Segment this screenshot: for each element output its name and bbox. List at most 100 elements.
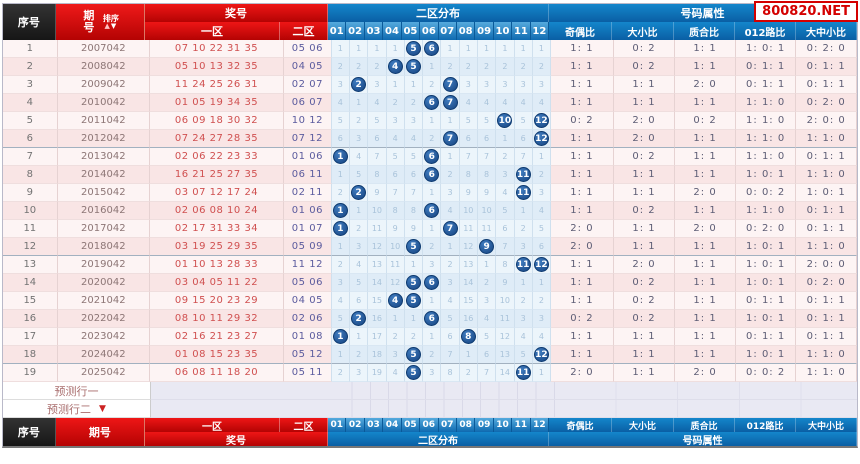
dist-cell: 4 (368, 94, 387, 112)
serial-cell: 2 (3, 58, 58, 76)
dist-cell: 1 (477, 256, 497, 274)
dist-cell: 11 (477, 220, 497, 238)
dist-cell: 10 (496, 292, 515, 310)
prediction-1-label[interactable]: 预测行一 (3, 382, 151, 400)
dist-cell: 2 (404, 94, 424, 112)
dist-cell: 1 (423, 220, 442, 238)
dist-cell: 6 (404, 166, 424, 184)
drawn-number-ball: 1 (332, 203, 348, 218)
drawn-number-ball: 5 (405, 239, 421, 254)
prediction-grid (334, 382, 555, 399)
dist-cell: 7 (496, 238, 515, 256)
drawn-number-ball: 5 (405, 293, 421, 308)
ratio-cell: 1: 1 (551, 166, 614, 184)
attr-col-header: 大小比 (612, 418, 674, 432)
ratio-cell: 0: 1: 1 (796, 58, 857, 76)
dist-cell: 4 (331, 292, 350, 310)
ratio-cell: 0: 1: 1 (796, 328, 857, 346)
dist-cell: 5 (404, 40, 424, 58)
ratio-cell: 0: 2 (675, 112, 736, 130)
dist-cell: 2 (477, 274, 497, 292)
dist-cell: 2 (423, 130, 442, 148)
sort-desc-icon: ▼ (110, 21, 118, 30)
dist-cell: 5 (404, 346, 424, 364)
drawn-number-ball: 11 (515, 365, 531, 380)
header-period: 期号 排序 ▲▼ (55, 4, 145, 40)
sort-label: 排序 (102, 13, 119, 23)
dist-cell: 1 (331, 220, 350, 238)
table-row: 3 2009042 11 24 25 26 31 02 07 3 2 3 1 1 2 7 3 3 3 3 3 1… (3, 76, 857, 94)
footer-dist-col-headers: 01 02 03 04 05 06 07 08 09 10 11 12 (328, 418, 550, 432)
prediction-2-label[interactable]: 预测行二 ▼ (3, 400, 151, 418)
dist-cell: 12 (532, 346, 552, 364)
drawn-number-ball: 10 (497, 113, 513, 128)
dist-col-header: 11 (512, 22, 531, 40)
dist-col-header: 03 (364, 22, 384, 40)
dist-cell: 3 (386, 346, 405, 364)
dist-col-headers: 01 02 03 04 05 06 07 08 09 10 11 12 (328, 22, 550, 40)
watermark-link[interactable]: 800820.NET (754, 1, 858, 22)
ratio-cell: 0: 0: 2 (735, 184, 797, 202)
dist-cell: 1 (532, 274, 552, 292)
dist-cell: 3 (423, 256, 442, 274)
dist-cell: 6 (459, 130, 478, 148)
serial-cell: 4 (3, 94, 58, 112)
ratio-cell: 1: 1 (675, 40, 736, 58)
dist-cell: 7 (441, 76, 460, 94)
dist-cell: 2 (459, 58, 478, 76)
zone1-numbers: 02 06 22 23 33 (149, 148, 285, 166)
dist-cell: 2 (459, 364, 478, 382)
ratio-cell: 1: 1 (551, 130, 614, 148)
dist-cell: 4 (404, 130, 424, 148)
dist-cell: 7 (404, 184, 424, 202)
dist-cell: 12 (532, 112, 552, 130)
dist-cell: 4 (386, 292, 405, 310)
drawn-number-ball: 6 (424, 149, 440, 164)
dist-cell: 3 (441, 274, 460, 292)
dist-cell: 3 (514, 238, 533, 256)
dist-cell: 6 (423, 94, 442, 112)
dropdown-arrow-icon[interactable]: ▼ (99, 403, 106, 414)
period-cell: 2019042 (57, 256, 150, 274)
dist-cell: 2 (514, 220, 533, 238)
data-rows: 1 2007042 07 10 22 31 35 05 06 1 1 1 1 5 6 1 1 1 1 1 1 1… (3, 40, 857, 382)
drawn-number-ball: 1 (332, 149, 348, 164)
dist-cell: 1 (532, 40, 552, 58)
dist-cell: 1 (441, 112, 460, 130)
sort-asc-icon: ▲ (104, 21, 111, 30)
drawn-number-ball: 12 (533, 347, 549, 362)
dist-col-header: 10 (493, 22, 513, 40)
table-row: 15 2021042 09 15 20 23 29 04 05 4 6 15 4 5 1 4 15 3 1… (3, 292, 857, 310)
table-row: 11 2017042 02 17 31 33 34 01 07 1 2 11 9 9 1 7 11 11… (3, 220, 857, 238)
table-row: 1 2007042 07 10 22 31 35 05 06 1 1 1 1 5 6 1 1 1 1 1 1 1… (3, 40, 857, 58)
table-row: 6 2012042 07 24 27 28 35 07 12 6 3 6 4 4 2 7 6 6 1 6 12… (3, 130, 857, 148)
dist-cell: 6 (423, 166, 442, 184)
dist-cell: 1 (496, 40, 515, 58)
dist-cell: 16 (459, 310, 478, 328)
ratio-cell: 2: 0: 0 (796, 112, 857, 130)
dist-cell: 5 (331, 112, 350, 130)
period-cell: 2008042 (57, 58, 150, 76)
drawn-number-ball: 8 (460, 329, 476, 344)
zone1-numbers: 03 04 05 11 22 (149, 274, 285, 292)
zone2-numbers: 04 05 (284, 292, 332, 310)
dist-cell: 11 (514, 166, 533, 184)
header-dist-title: 二区分布 (328, 4, 549, 22)
dist-cell: 1 (404, 76, 424, 94)
zone1-numbers: 01 05 19 34 35 (149, 94, 285, 112)
dist-cell: 1 (331, 202, 350, 220)
dist-cell: 5 (404, 58, 424, 76)
ratio-cell: 2: 0 (675, 220, 736, 238)
serial-cell: 18 (3, 346, 58, 364)
serial-cell: 12 (3, 238, 58, 256)
attr-col-header: 奇偶比 (549, 22, 612, 40)
drawn-number-ball: 5 (405, 59, 421, 74)
dist-col-header: 09 (475, 22, 494, 40)
dist-cell: 5 (331, 310, 350, 328)
dist-cell: 3 (496, 76, 515, 94)
drawn-number-ball: 6 (424, 167, 440, 182)
zone1-numbers: 07 10 22 31 35 (149, 40, 285, 58)
sort-control[interactable]: 排序 ▲▼ (102, 13, 119, 30)
ratio-cell: 1: 1 (613, 94, 676, 112)
dist-cell: 1 (331, 166, 350, 184)
